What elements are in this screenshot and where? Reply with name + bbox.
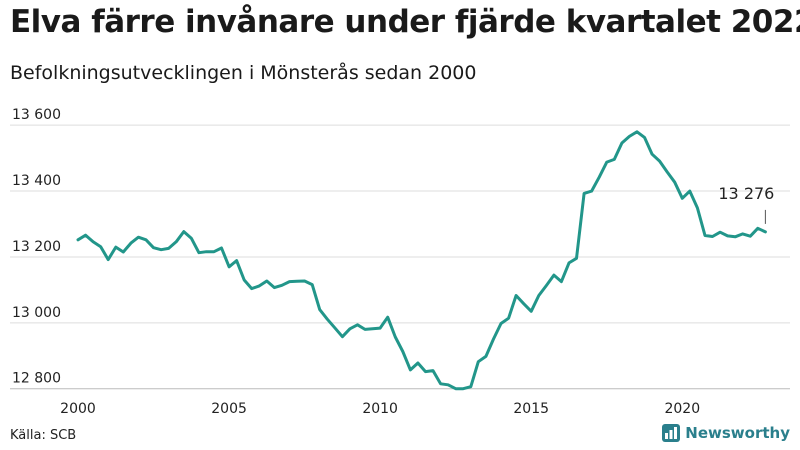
y-axis-tick-labels: 12 800 13 000 13 200 13 400 13 600 bbox=[12, 107, 61, 387]
y-tick-label: 13 400 bbox=[12, 173, 61, 189]
x-tick-label: 2005 bbox=[211, 401, 247, 417]
y-tick-label: 12 800 bbox=[12, 371, 61, 387]
series-line bbox=[76, 130, 767, 391]
x-axis-tick-labels: 2000 2005 2010 2015 2020 bbox=[60, 401, 700, 417]
y-tick-label: 13 000 bbox=[12, 305, 61, 321]
annotation-group: 13 276 bbox=[718, 184, 774, 224]
chart-title: Elva färre invånare under fjärde kvartal… bbox=[10, 4, 800, 40]
x-tick-label: 2020 bbox=[664, 401, 700, 417]
chart-bars-icon bbox=[662, 424, 681, 442]
annotation-label: 13 276 bbox=[718, 184, 774, 203]
brand-logo: Newsworthy bbox=[662, 424, 790, 442]
series-group bbox=[76, 130, 767, 391]
brand-name: Newsworthy bbox=[685, 424, 790, 442]
chart-subtitle: Befolkningsutvecklingen i Mönsterås seda… bbox=[10, 62, 477, 84]
x-tick-label: 2015 bbox=[513, 401, 549, 417]
x-tick-label: 2010 bbox=[362, 401, 398, 417]
x-tick-label: 2000 bbox=[60, 401, 96, 417]
y-tick-label: 13 200 bbox=[12, 239, 61, 255]
y-tick-label: 13 600 bbox=[12, 107, 61, 123]
gridlines bbox=[10, 124, 790, 390]
source-note: Källa: SCB bbox=[10, 428, 77, 443]
